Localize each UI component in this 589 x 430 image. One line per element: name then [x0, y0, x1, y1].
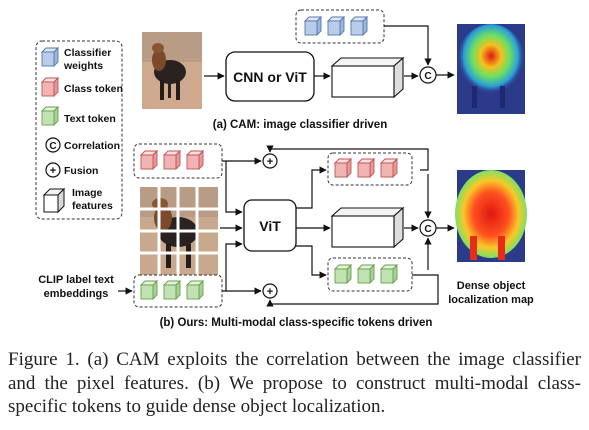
arrow-vit-to-class-tokens [296, 166, 327, 209]
arrow-classifier-to-corr-a [384, 25, 432, 66]
legend-classifier-label-2: weights [63, 60, 103, 72]
correlation-node-a: C [419, 66, 437, 84]
cam-heatmap-a [457, 24, 525, 114]
classifier-weight-token-2 [327, 16, 345, 36]
image-features-b [330, 206, 405, 249]
panel-b: CLIP label text embeddings ViT + + [38, 143, 534, 329]
diagram-canvas: Classifier weights Class token Text toke… [35, 9, 534, 329]
legend-box [35, 40, 123, 220]
output-class-token-2 [357, 158, 375, 178]
legend: Classifier weights Class token Text toke… [35, 40, 123, 220]
fusion-node-top-symbol: + [267, 156, 273, 168]
image-features-a [330, 56, 405, 99]
arrow-vit-to-text-tokens [296, 245, 327, 279]
class-token-group-output [327, 152, 413, 186]
figure-caption: Figure 1. (a) CAM exploits the correlati… [8, 349, 581, 417]
patch-image-b [140, 187, 218, 275]
classifier-weight-token-3 [350, 16, 368, 36]
output-class-token-3 [380, 158, 398, 178]
fusion-node-bottom: + [262, 283, 278, 299]
panel-a: CNN or ViT C (a) CAM: image [142, 9, 525, 131]
legend-class-token-label: Class token [64, 83, 123, 95]
fusion-symbol: + [50, 165, 56, 177]
correlation-node-b: C [419, 219, 437, 237]
output-class-token-1 [334, 158, 352, 178]
class-token-2 [163, 150, 181, 170]
text-token-1 [140, 280, 158, 300]
legend-correlation-label: Correlation [64, 140, 120, 152]
clip-label-2: embeddings [44, 288, 109, 300]
correlation-node-a-symbol: C [424, 71, 431, 82]
text-token-group-output [327, 257, 413, 292]
output-label-1: Dense object [457, 280, 526, 292]
text-token-2 [163, 280, 181, 300]
output-label-2: localization map [448, 294, 534, 306]
output-text-token-2 [357, 264, 375, 284]
output-text-token-3 [380, 264, 398, 284]
vit-label: ViT [259, 218, 281, 234]
correlation-icon: C [45, 137, 61, 153]
legend-classifier-label-1: Classifier [64, 47, 111, 59]
legend-text-token-label: Text token [64, 113, 116, 125]
class-token-3 [186, 150, 204, 170]
fusion-icon: + [45, 162, 61, 178]
class-token-icon [41, 77, 59, 97]
arrow-class-out-to-fusion [266, 145, 429, 171]
classifier-weight-token-1 [304, 16, 322, 36]
classifier-weights-icon [41, 47, 59, 67]
correlation-symbol: C [49, 141, 56, 152]
fusion-node-bottom-symbol: + [267, 286, 273, 298]
arrow-text-tokens-to-vit [225, 240, 243, 291]
fusion-node-top: + [262, 153, 278, 169]
dense-localization-map [455, 170, 527, 262]
vit-box [243, 199, 297, 252]
legend-image-features-label-2: features [72, 200, 113, 212]
clip-label-1: CLIP label text [38, 274, 114, 286]
panel-b-caption: (b) Ours: Multi-modal class-specific tok… [160, 317, 433, 329]
arrow-text-out-to-fusion [266, 274, 439, 307]
legend-fusion-label: Fusion [64, 165, 98, 177]
image-features-icon [42, 187, 66, 214]
correlation-node-b-symbol: C [424, 224, 431, 235]
text-token-3 [186, 280, 204, 300]
text-token-icon [41, 106, 59, 126]
legend-image-features-label-1: Image [72, 187, 103, 199]
arrow-class-tokens-to-vit [225, 161, 243, 216]
class-token-1 [140, 150, 158, 170]
cnn-vit-label: CNN or ViT [233, 69, 307, 85]
input-image-a [142, 32, 202, 109]
output-text-token-1 [334, 264, 352, 284]
panel-a-caption: (a) CAM: image classifier driven [213, 119, 387, 131]
